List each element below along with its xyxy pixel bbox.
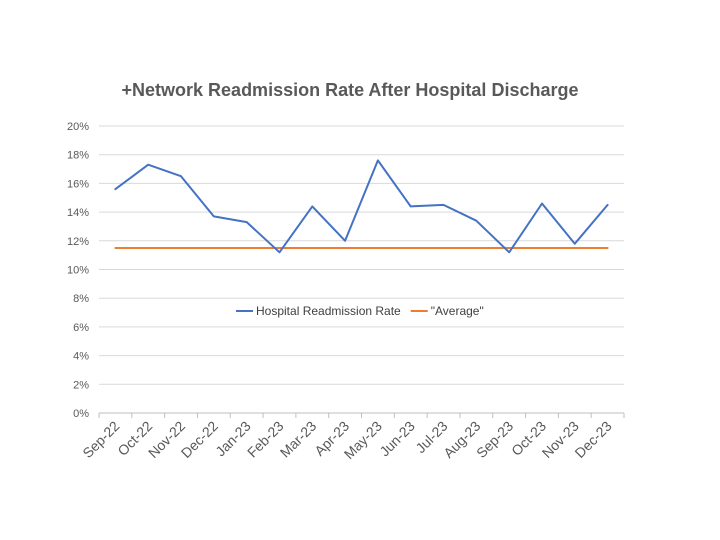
y-tick-label: 0% <box>73 408 89 420</box>
x-tick-label: Dec-22 <box>178 418 221 461</box>
legend-label: Hospital Readmission Rate <box>256 304 401 318</box>
y-tick-label: 10% <box>67 265 89 277</box>
y-axis-ticks: 0% 2% 4% 6% 8% 10% 12% 14% 16% 18% 20% <box>67 121 89 420</box>
x-tick-label: Jun-23 <box>376 418 418 460</box>
y-tick-label: 2% <box>73 379 89 391</box>
y-tick-label: 16% <box>67 178 89 190</box>
x-tick-label: Mar-23 <box>277 418 320 461</box>
y-tick-label: 6% <box>73 322 89 334</box>
y-tick-label: 20% <box>67 121 89 133</box>
series-lines <box>114 159 609 254</box>
x-tick-label: Dec-23 <box>571 418 614 461</box>
x-axis: Sep-22Oct-22Nov-22Dec-22Jan-23Feb-23Mar-… <box>79 413 625 462</box>
legend-label: "Average" <box>431 304 484 318</box>
y-tick-label: 8% <box>73 293 89 305</box>
gridlines <box>99 125 624 414</box>
series-line-0 <box>114 159 609 254</box>
y-tick-label: 14% <box>67 207 89 219</box>
x-tick-label: Sep-23 <box>473 418 516 461</box>
y-tick-label: 18% <box>67 150 89 162</box>
chart-title: +Network Readmission Rate After Hospital… <box>122 80 579 100</box>
legend: Hospital Readmission Rate "Average" <box>236 304 484 318</box>
x-tick-label: Sep-22 <box>79 418 122 461</box>
y-tick-label: 12% <box>67 236 89 248</box>
y-tick-label: 4% <box>73 351 89 363</box>
